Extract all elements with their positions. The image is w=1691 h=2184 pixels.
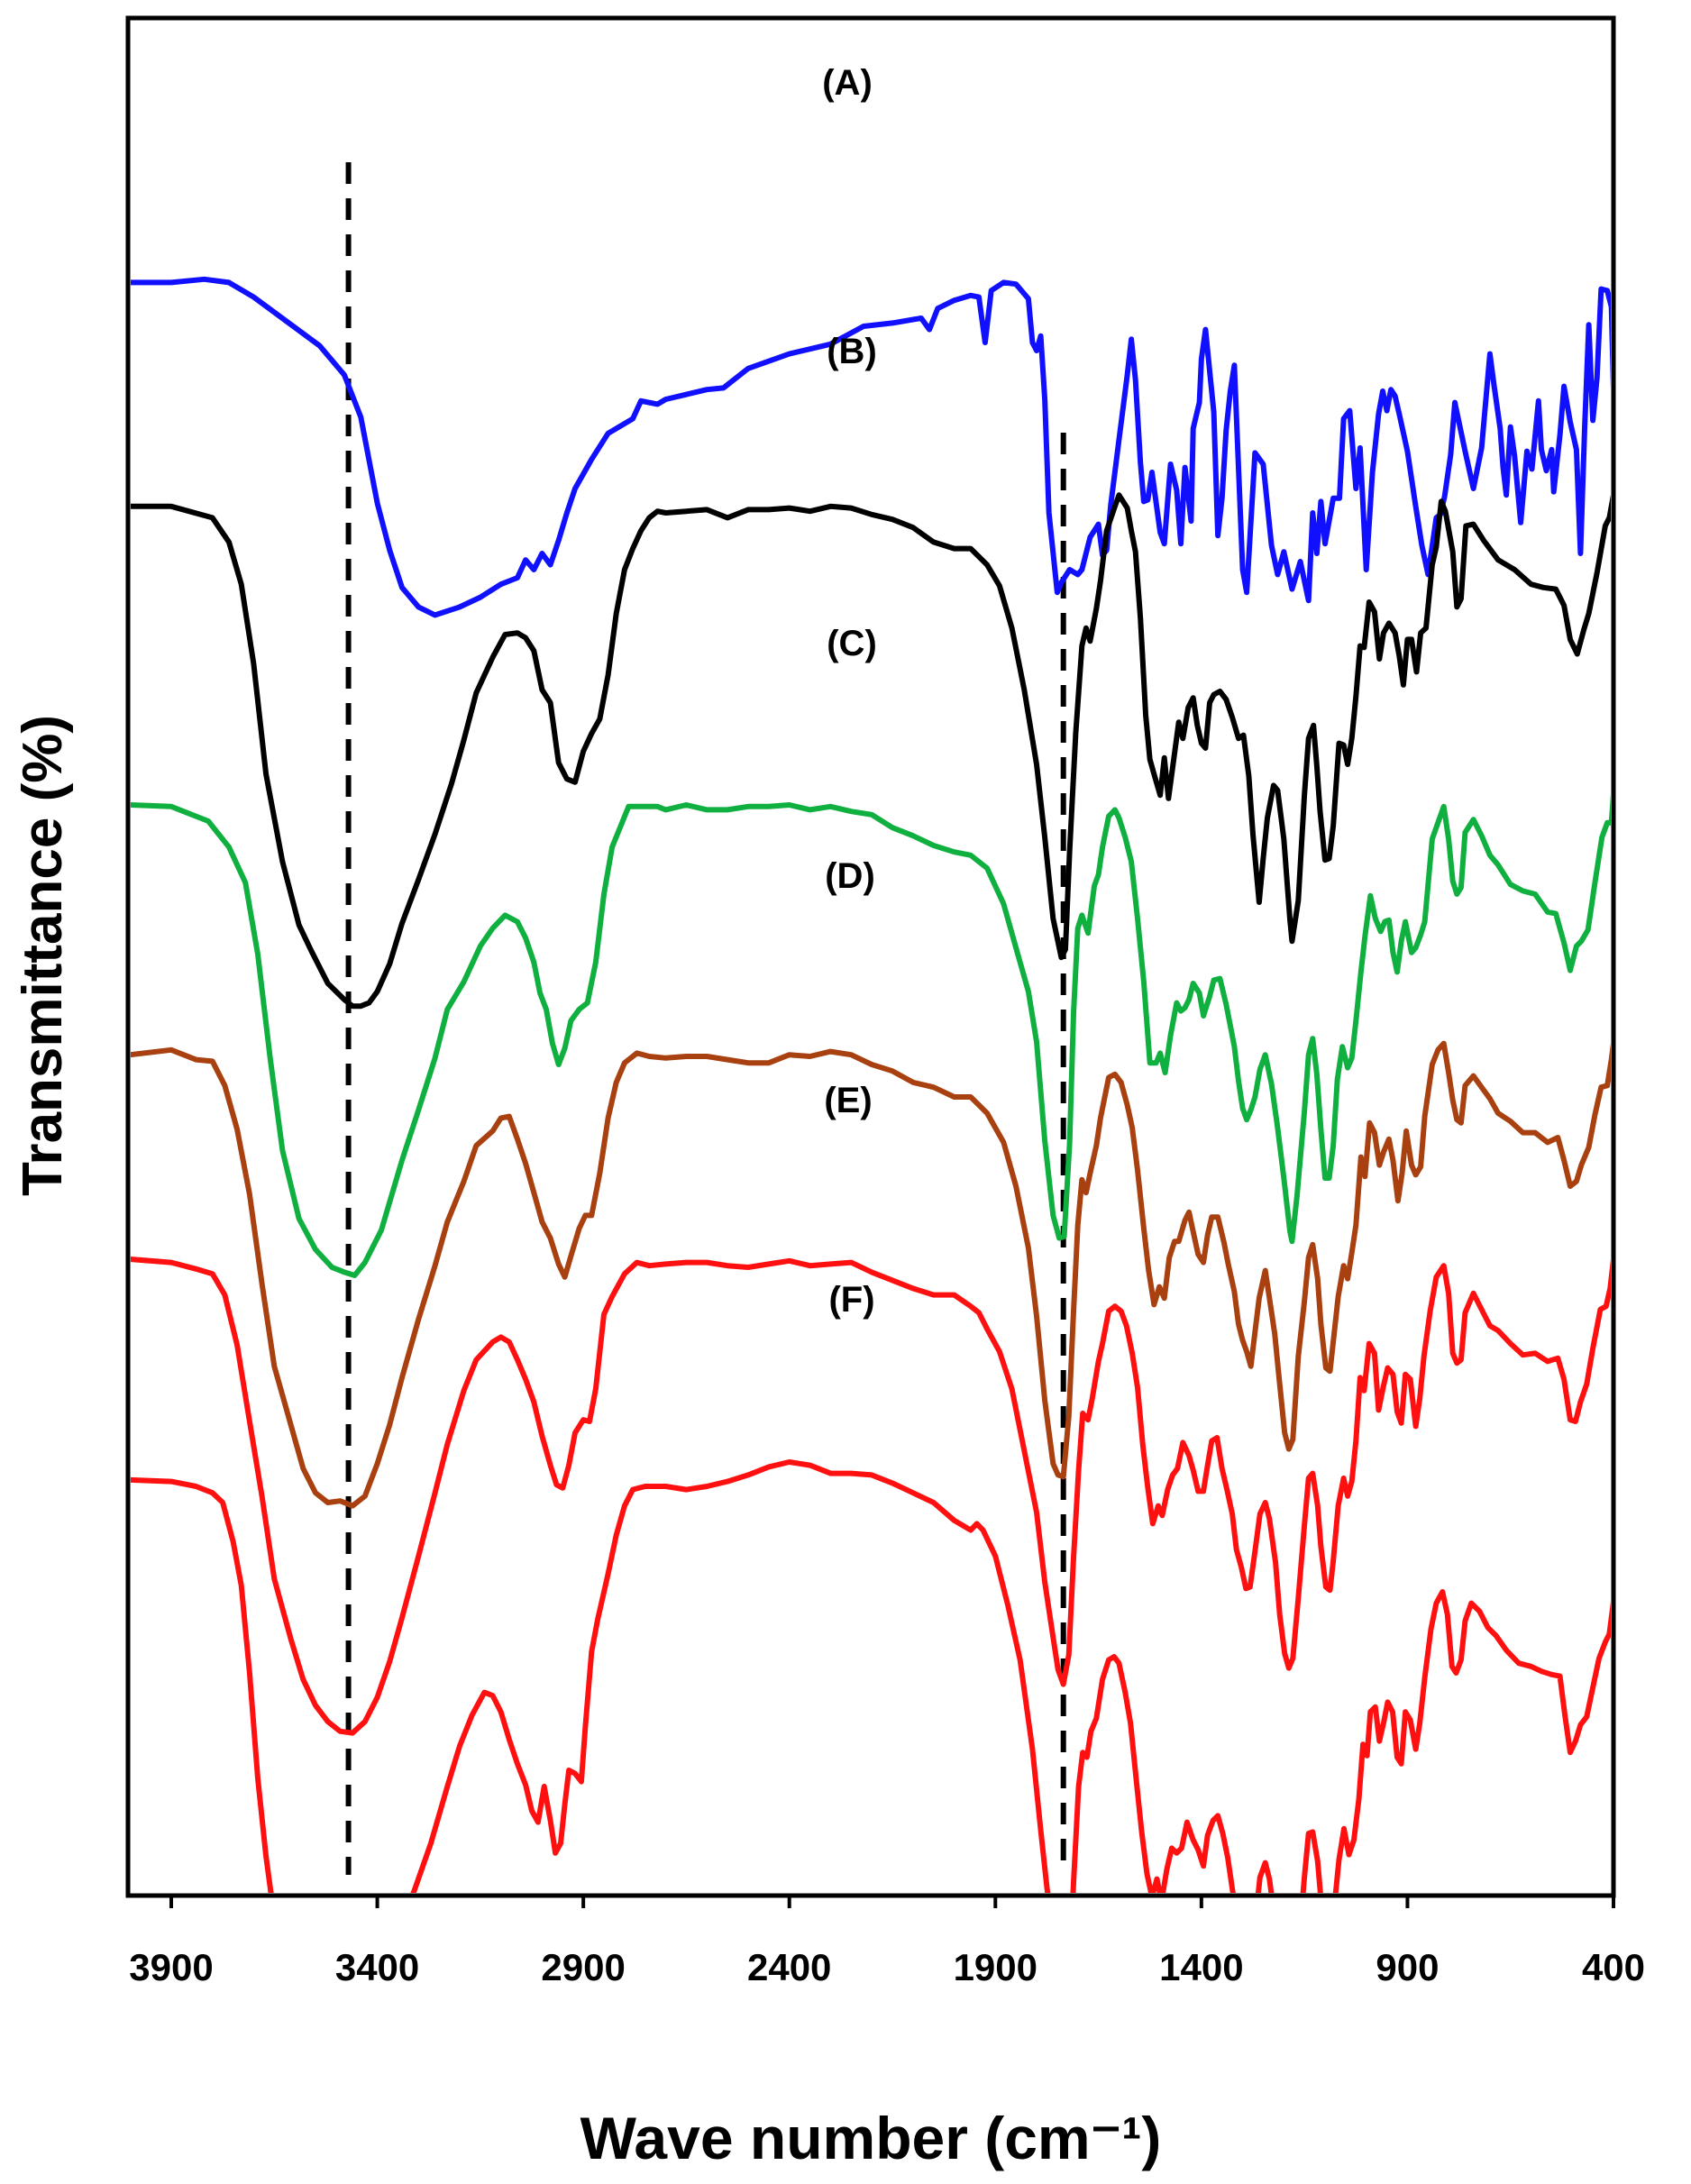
series-line-c (131, 793, 1611, 1278)
series-label-f: (F) (828, 1280, 874, 1320)
x-tick-label-400: 400 (1582, 1946, 1645, 1988)
series-line-d (131, 1040, 1611, 1509)
x-tick-label-900: 900 (1376, 1946, 1439, 1988)
x-tick-label-3900: 3900 (129, 1946, 213, 1988)
y-axis-title: Transmittance (%) (12, 715, 74, 1196)
x-tick-label-3400: 3400 (335, 1946, 419, 1988)
reference-lines (345, 162, 1066, 1875)
series-line-a (131, 276, 1611, 618)
series-line-b (131, 492, 1611, 1010)
series-labels: (A) (B) (C) (D) (E) (F) (822, 63, 877, 1320)
series-label-e: (E) (824, 1081, 872, 1120)
series-line-e (131, 1256, 1611, 1736)
x-tick-label-2900: 2900 (541, 1946, 625, 1988)
series-line-f (131, 1459, 1611, 1893)
x-tick-label-1900: 1900 (954, 1946, 1037, 1988)
x-tick-label-1400: 1400 (1159, 1946, 1243, 1988)
series-label-d: (D) (825, 856, 875, 896)
series-label-a: (A) (822, 63, 873, 103)
series-layer (131, 276, 1611, 1893)
series-label-b: (B) (827, 332, 877, 371)
x-tick-label-2400: 2400 (747, 1946, 831, 1988)
plot-frame (125, 15, 1616, 1898)
x-axis-title: Wave number (cm⁻¹) (580, 2105, 1162, 2171)
x-axis: 3900 3400 2900 2400 1900 1400 900 400 (129, 1896, 1645, 1988)
series-label-c: (C) (827, 624, 877, 663)
